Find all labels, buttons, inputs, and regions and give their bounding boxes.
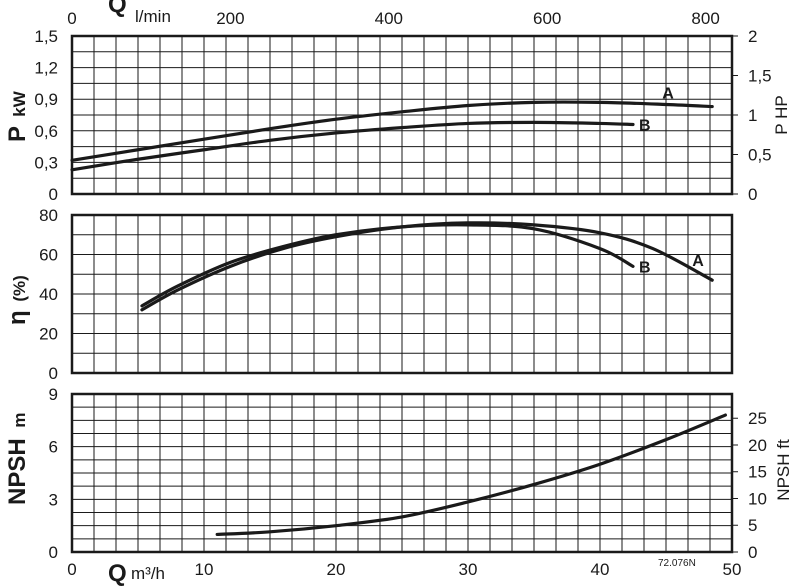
npsh-y-right-tick-label: 5 <box>748 516 757 535</box>
top-axis-unit: l/min <box>135 7 171 26</box>
npsh-curves <box>215 413 727 537</box>
npsh-axis-label: NPSH m <box>4 413 31 505</box>
power-grid <box>72 36 732 194</box>
bottom-axis-tick-label: 0 <box>67 560 76 579</box>
efficiency-y-tick-label: 0 <box>49 364 58 383</box>
power-curves: AB <box>70 86 714 172</box>
npsh-frame <box>70 392 734 554</box>
power-y-tick-label: 0,9 <box>34 90 58 109</box>
top-axis-ticks: 0 200 400 600 800 <box>67 9 720 28</box>
power-y-tick-label: 0 <box>49 185 58 204</box>
top-axis-label: Q <box>108 0 127 18</box>
npsh-panel: 0 3 6 9 0 5 10 15 20 25 NPSH m NPSH ft <box>4 385 793 562</box>
power-axis-label: P kW <box>4 90 31 142</box>
npsh-y-tick-label: 0 <box>49 543 58 562</box>
npsh-right-axis-label: NPSH ft <box>774 439 793 501</box>
npsh-axis-symbol: NPSH <box>4 438 31 505</box>
npsh-y-right-tick-label: 15 <box>748 463 767 482</box>
efficiency-grid <box>72 215 732 373</box>
efficiency-axis-label: η (%) <box>4 275 31 325</box>
power-y-tick-label: 0,3 <box>34 153 58 172</box>
bottom-axis-ticks: 0 10 20 30 40 50 <box>67 560 741 579</box>
efficiency-series-label-a: A <box>692 253 704 270</box>
npsh-axis-unit: m <box>10 413 29 428</box>
npsh-y-tick-label: 6 <box>49 438 58 457</box>
power-axis-symbol: P <box>4 126 31 142</box>
efficiency-curve-a <box>140 221 714 312</box>
efficiency-y-tick-label: 80 <box>39 206 58 225</box>
efficiency-y-tick-label: 40 <box>39 285 58 304</box>
power-y-ticks: 0 0,3 0,6 0,9 1,2 1,5 <box>34 27 58 204</box>
bottom-axis-unit: m³/h <box>131 564 165 583</box>
npsh-y-right-tick-label: 0 <box>748 543 757 562</box>
efficiency-axis-symbol: η <box>4 310 31 325</box>
npsh-y-ticks: 0 3 6 9 <box>49 385 58 562</box>
efficiency-curves: AB <box>140 221 714 312</box>
top-axis-tick-label: 800 <box>691 9 719 28</box>
top-axis-tick-label: 600 <box>533 9 561 28</box>
power-series-label-a: A <box>662 86 674 103</box>
npsh-y-tick-label: 3 <box>49 490 58 509</box>
power-axis-unit: kW <box>10 90 29 116</box>
power-y-right-tick-label: 1,5 <box>748 67 772 86</box>
npsh-curve-main <box>215 413 727 537</box>
reference-code: 72.076N <box>658 558 696 569</box>
power-y-right-tick-label: 2 <box>748 27 757 46</box>
power-curve-b <box>70 120 635 172</box>
top-axis-tick-label: 0 <box>67 9 76 28</box>
efficiency-axis-unit: (%) <box>10 275 29 301</box>
power-y-right-tick-label: 1 <box>748 106 757 125</box>
npsh-y-tick-label: 9 <box>49 385 58 404</box>
power-curve-a <box>70 100 714 162</box>
npsh-y-right-tick-label: 10 <box>748 489 767 508</box>
bottom-axis-tick-label: 40 <box>591 560 610 579</box>
top-axis-tick-label: 200 <box>216 9 244 28</box>
top-axis: Q l/min 0 200 400 600 800 <box>67 0 720 28</box>
bottom-axis-tick-label: 20 <box>327 560 346 579</box>
power-y-ticks-right: 0 0,5 1 1,5 2 <box>732 27 772 204</box>
power-y-right-tick-label: 0 <box>748 185 757 204</box>
power-right-axis-label: P HP <box>772 95 791 134</box>
npsh-y-right-tick-label: 20 <box>748 436 767 455</box>
efficiency-series-label-b: B <box>639 259 651 276</box>
efficiency-frame <box>70 213 734 375</box>
npsh-y-right-tick-label: 25 <box>748 409 767 428</box>
efficiency-y-tick-label: 20 <box>39 325 58 344</box>
power-panel: 0 0,3 0,6 0,9 1,2 1,5 0 0,5 1 1,5 2 AB P kW P HP <box>4 27 791 204</box>
bottom-axis-tick-label: 10 <box>195 560 214 579</box>
efficiency-y-tick-label: 60 <box>39 246 58 265</box>
power-y-tick-label: 1,5 <box>34 27 58 46</box>
efficiency-curve-b <box>140 223 635 308</box>
bottom-axis-tick-label: 50 <box>723 560 742 579</box>
power-y-tick-label: 1,2 <box>34 59 58 78</box>
power-y-tick-label: 0,6 <box>34 122 58 141</box>
top-axis-tick-label: 400 <box>375 9 403 28</box>
npsh-grid <box>72 394 732 552</box>
bottom-axis: 0 10 20 30 40 50 Q m³/h 72.076N <box>67 558 741 586</box>
power-y-right-tick-label: 0,5 <box>748 146 772 165</box>
power-series-label-b: B <box>639 117 651 134</box>
efficiency-y-ticks: 0 20 40 60 80 <box>39 206 58 383</box>
bottom-axis-tick-label: 30 <box>459 560 478 579</box>
bottom-axis-label: Q <box>108 560 127 586</box>
npsh-y-ticks-right: 0 5 10 15 20 25 <box>732 409 767 562</box>
